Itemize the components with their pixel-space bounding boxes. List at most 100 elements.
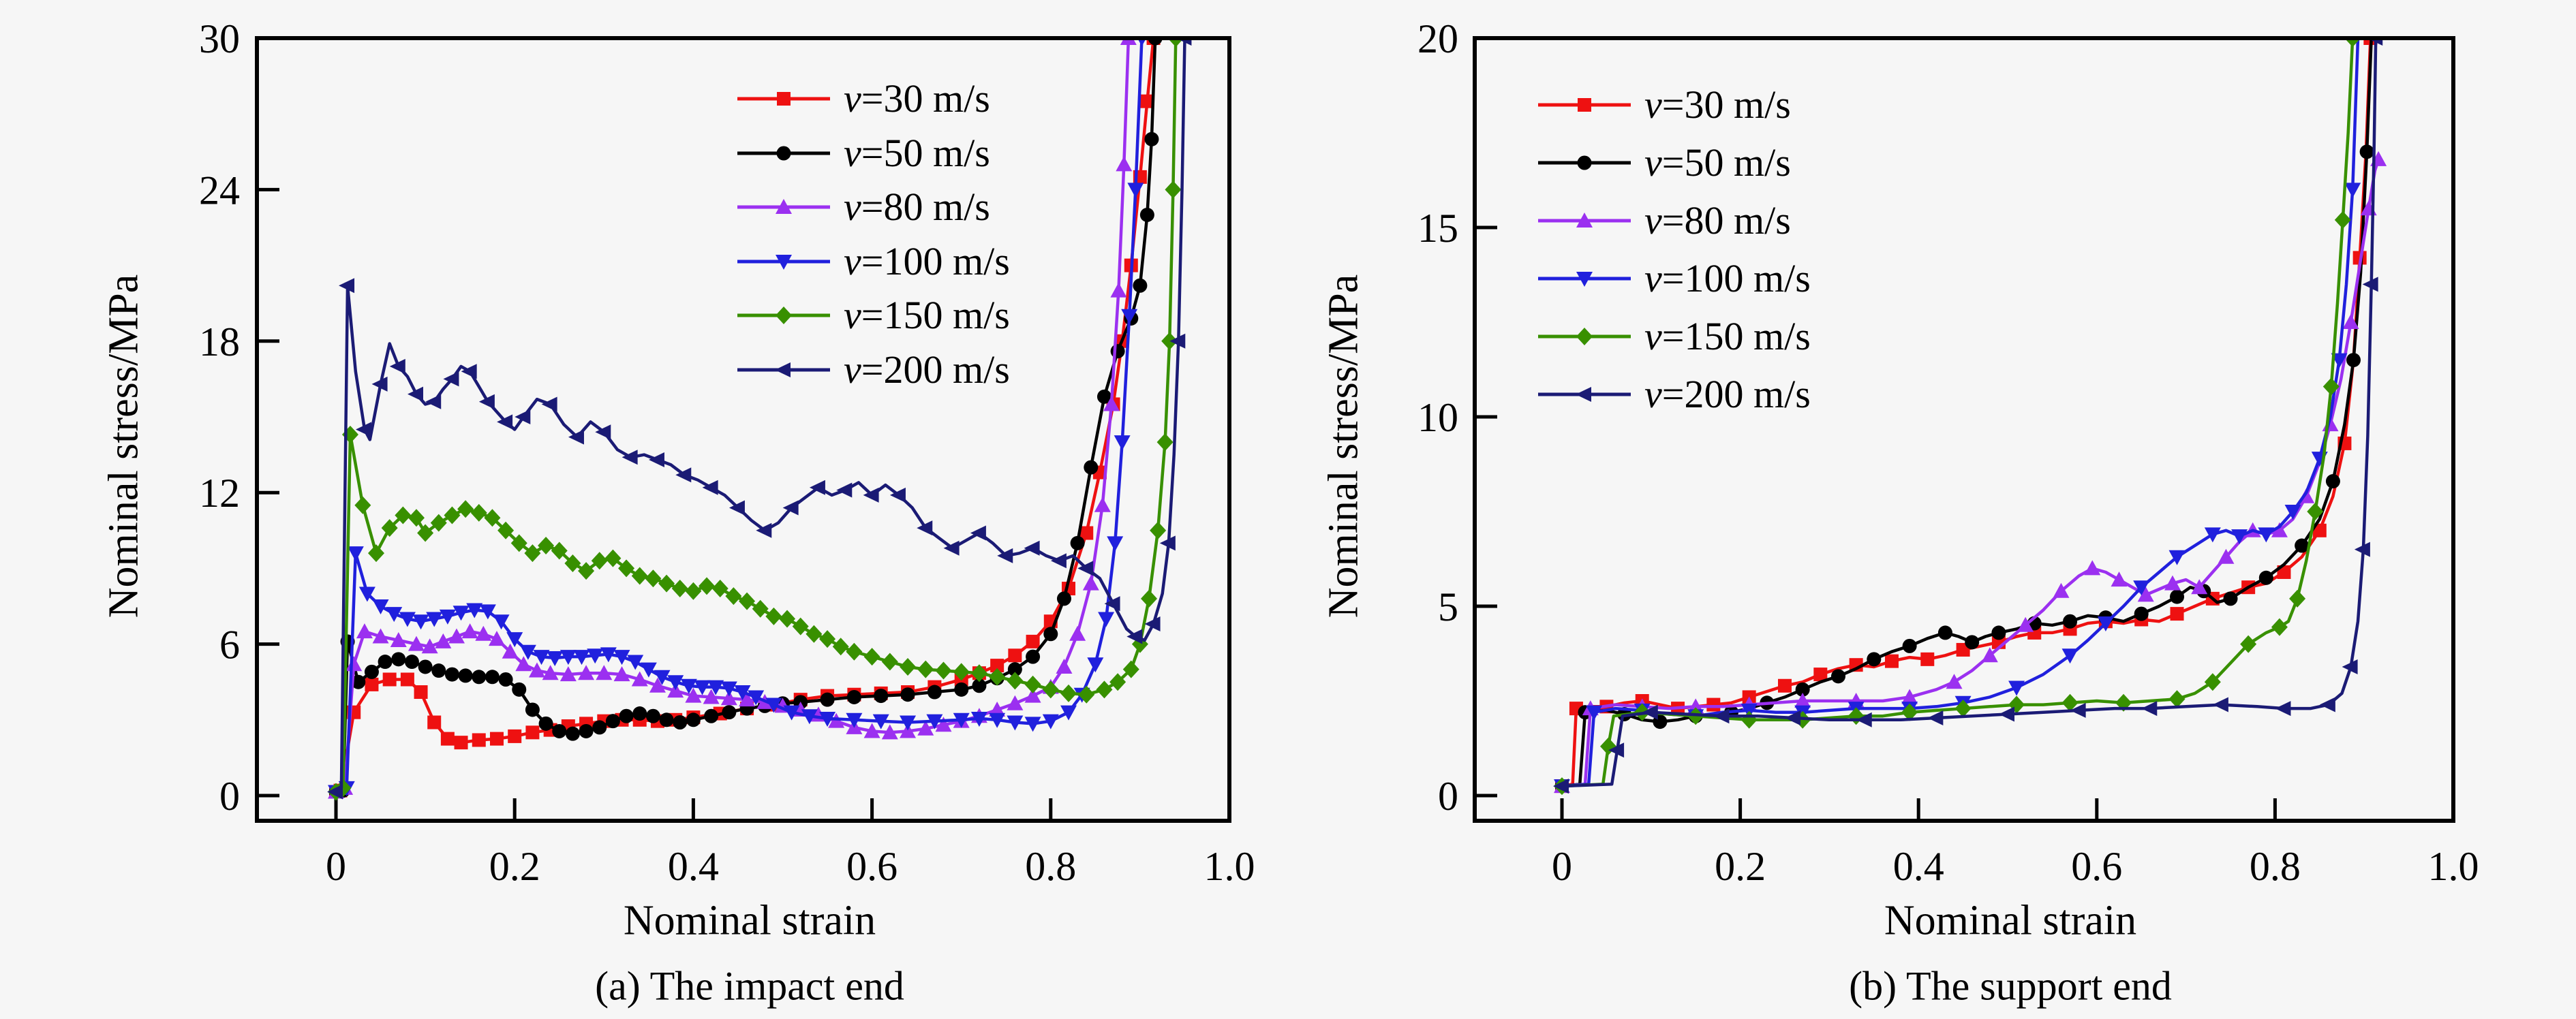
- panel-b-series-v150-marker: [2061, 693, 2079, 712]
- panel-a-series-v80-marker: [542, 665, 559, 680]
- panel-a-series-v50-marker: [485, 670, 500, 685]
- panel-a-series-v150-marker: [578, 562, 595, 580]
- panel-b-series-v30-marker: [1884, 654, 1899, 668]
- legend-label-value: =30 m/s: [861, 76, 990, 121]
- panel-a-series-v150-marker: [1165, 181, 1182, 199]
- panel-a-series-v200-marker: [371, 376, 388, 392]
- legend-label-v150: v=150 m/s: [844, 295, 1010, 336]
- panel-a-series-v100-marker: [1107, 536, 1124, 552]
- panel-a-series-v100-marker: [900, 715, 917, 731]
- panel-a-series-v100-marker: [640, 662, 657, 678]
- panel-a-series-v80-marker: [356, 623, 373, 639]
- panel-a-series-v100-marker: [694, 680, 711, 695]
- panel-b-series-v30-marker: [1706, 697, 1721, 712]
- panel-a-series-v50-marker: [927, 685, 942, 700]
- panel-a-series-v100-marker: [453, 606, 470, 621]
- panel-b-series-v30-marker: [1778, 678, 1792, 693]
- panel-b-series-v80-marker: [1794, 693, 1811, 708]
- legend-swatch-v30: [1538, 98, 1631, 112]
- panel-a-series-v50-marker: [645, 708, 660, 723]
- panel-b-series-v50-marker: [1991, 625, 2006, 640]
- panel-a-series-v200-marker: [756, 522, 772, 538]
- legend-marker-v150: [1576, 328, 1593, 345]
- legend-label-v30: v=30 m/s: [1644, 84, 1791, 125]
- panel-a-series-v150-marker: [510, 534, 527, 552]
- panel-a-series-v150-marker: [645, 569, 662, 588]
- panel-a-series-v200-marker: [943, 540, 960, 556]
- legend-label-variable: v: [1644, 314, 1662, 358]
- panel-a-series-v50-marker: [673, 715, 688, 730]
- panel-a-series-v30-marker: [525, 725, 540, 740]
- panel-b-series-v80-marker: [2218, 548, 2235, 564]
- panel-a-series-v200-marker: [355, 422, 371, 437]
- panel-a-series-v200-marker: [478, 394, 495, 409]
- panel-a-series-v100-marker: [989, 712, 1006, 728]
- panel-b-series-v30-marker: [1920, 652, 1935, 666]
- panel-a-series-v80-marker: [935, 717, 952, 732]
- panel-b-series-v150-marker: [2204, 673, 2221, 691]
- panel-a-series-v100-marker: [846, 712, 863, 728]
- panel-a-series-v50-marker: [1110, 344, 1125, 359]
- panel-a-series-v100-marker: [1042, 714, 1059, 730]
- panel-a-series-v30-marker: [1140, 94, 1154, 108]
- panel-a-series-v200-marker: [339, 278, 355, 294]
- panel-a-series-v150-marker: [591, 552, 608, 570]
- panel-a-series-v100-marker: [627, 655, 644, 670]
- panel-a-y-tick-label-30: 30: [199, 16, 240, 61]
- panel-a-series-v80-marker: [917, 720, 934, 736]
- panel-a-series-v30-marker: [1079, 526, 1094, 540]
- panel-a-series-v50-marker: [512, 682, 527, 697]
- panel-a-series-v50-marker: [1007, 662, 1022, 677]
- panel-a-series-v150-marker: [953, 663, 970, 681]
- legend-marker-v50: [776, 146, 791, 160]
- panel-a-series-v100-marker: [519, 644, 536, 660]
- panel-a-series-v100-marker: [720, 681, 737, 697]
- panel-a-series-v150-marker: [618, 559, 635, 578]
- panel-a-series-v100-marker: [1138, 40, 1146, 46]
- panel-a-series-v80-marker: [408, 636, 425, 651]
- panel-a-series-v50-marker: [954, 682, 969, 697]
- panel-a-series-v100-marker: [1060, 705, 1077, 721]
- panel-b-series-v150-marker: [1741, 710, 1758, 729]
- panel-a-series-v50-marker: [458, 668, 473, 683]
- panel-a-series-v100-marker: [970, 711, 987, 727]
- panel-a-series-v80-marker: [613, 666, 630, 682]
- panel-a-x-tick-label-1.0: 1.0: [1204, 844, 1255, 889]
- panel-a-series-v50-marker: [391, 652, 406, 667]
- panel-b-series-v80-marker: [2053, 582, 2070, 598]
- panel-a-series-v50-marker: [1070, 535, 1085, 550]
- panel-a-series-v80-marker: [1094, 497, 1111, 512]
- legend-label-v80: v=80 m/s: [844, 187, 990, 228]
- panel-a-series-v50-marker: [1148, 40, 1163, 46]
- legend-label-v50: v=50 m/s: [1644, 142, 1791, 183]
- panel-a-series-v200-marker: [327, 784, 343, 800]
- panel-a-series-v150-marker: [444, 506, 461, 524]
- panel-a-x-tick-label-0.4: 0.4: [668, 844, 719, 889]
- panel-a-series-v30-marker: [427, 715, 442, 730]
- panel-b-series-v50-marker: [2170, 589, 2185, 604]
- panel-a-x-tick-label-0.2: 0.2: [489, 844, 540, 889]
- panel-a-series-v80-marker: [1007, 695, 1024, 710]
- panel-a-series-v150-marker: [1150, 521, 1167, 539]
- panel-a-series-v50-marker: [431, 663, 446, 678]
- legend-marker-v100: [776, 254, 792, 270]
- panel-a-y-tick-label-6: 6: [219, 623, 240, 668]
- panel-a-series-v150-marker: [604, 549, 622, 567]
- panel-a-series-v100-marker: [953, 712, 970, 728]
- panel-a-series-v50-marker: [686, 712, 701, 727]
- panel-b-series-v150-marker: [2322, 377, 2340, 396]
- legend-label-value: =50 m/s: [861, 130, 990, 175]
- panel-a-series-v150-marker: [970, 664, 987, 683]
- panel-a-series-v50-marker: [704, 708, 719, 723]
- panel-a-series-v30-marker: [454, 736, 468, 750]
- panel-a-series-v100-marker: [1024, 717, 1041, 732]
- panel-b-series-v80-marker: [2271, 522, 2288, 537]
- panel-a-plot-area: [327, 40, 1192, 801]
- panel-a-series-v100-marker: [559, 650, 577, 665]
- panel-a-series-v150-marker: [792, 617, 809, 636]
- panel-b-series-v50-marker: [2325, 474, 2340, 489]
- legend-item-v80: v=80 m/s: [1537, 200, 1791, 241]
- panel-b-series-v80-marker: [2191, 579, 2208, 595]
- panel-b-series-v200-marker: [1927, 710, 1944, 726]
